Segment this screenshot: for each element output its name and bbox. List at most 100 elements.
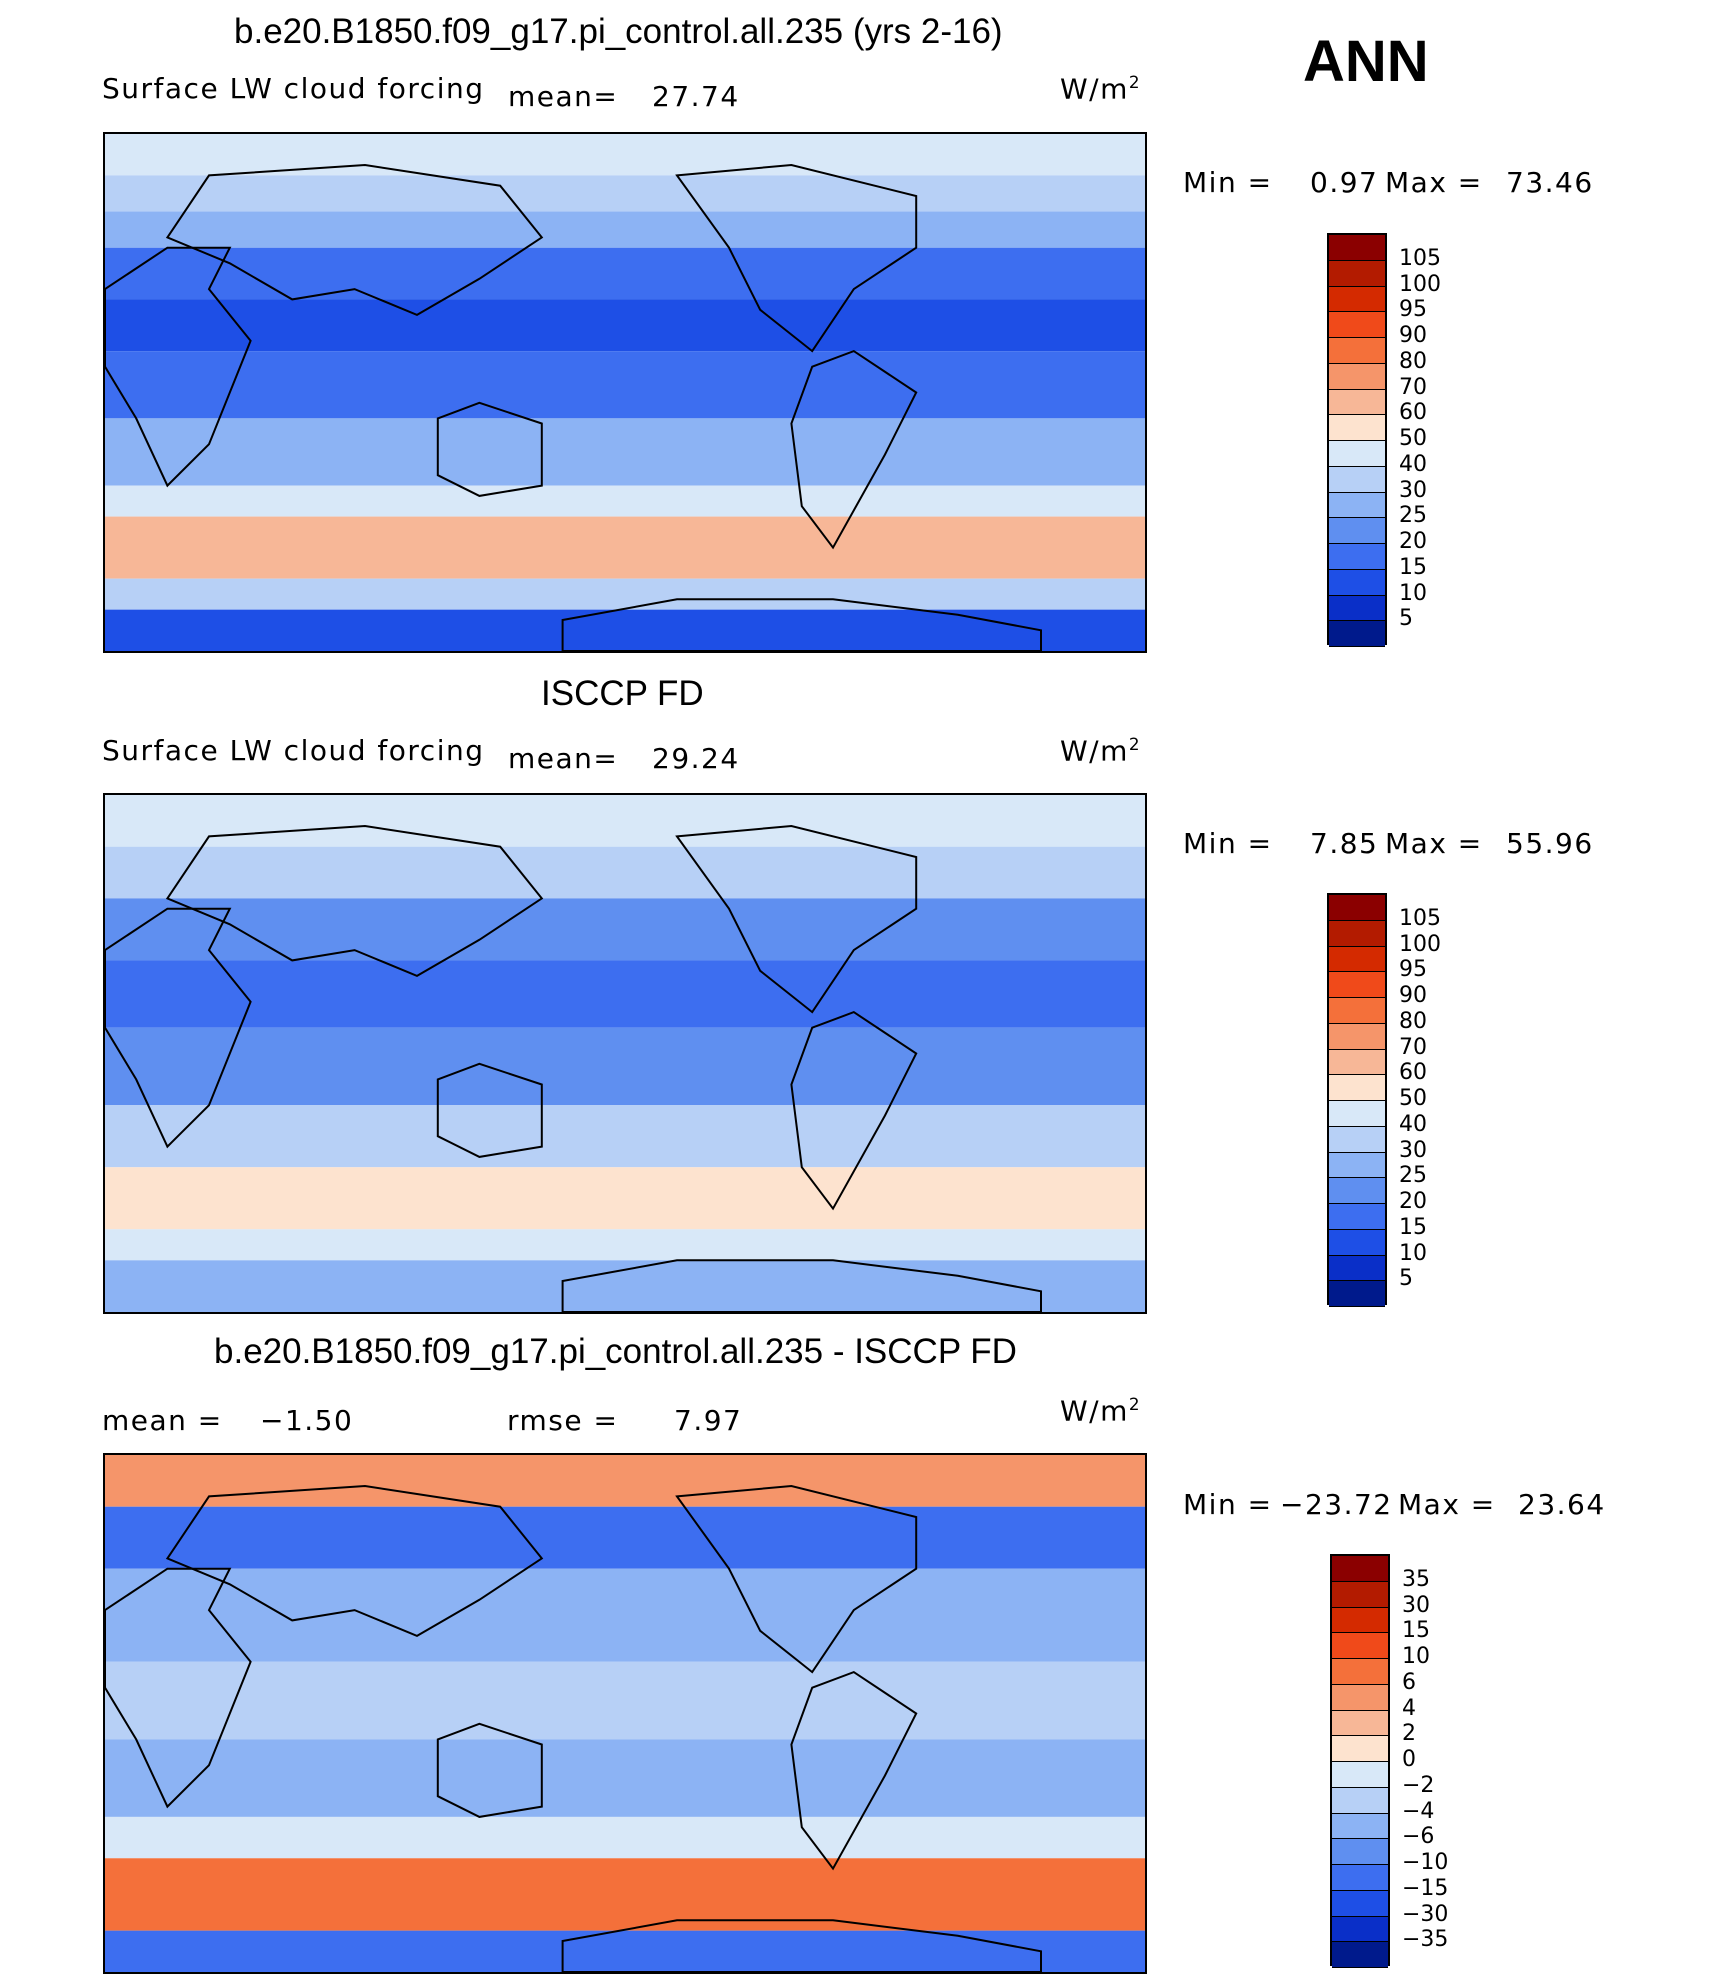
colorbar-tick-label: 35 xyxy=(1402,1566,1430,1592)
colorbar-tick-label: 80 xyxy=(1399,1008,1427,1034)
panel-2-units: W/m2 xyxy=(1060,734,1142,768)
panel-1-max-value: 73.46 xyxy=(1506,166,1594,199)
colorbar-tick-label: 100 xyxy=(1399,271,1441,297)
colorbar-tick-label: 70 xyxy=(1399,1034,1427,1060)
panel-2-max-label: Max = xyxy=(1385,827,1483,860)
panel-2-min-value: 7.85 xyxy=(1310,827,1379,860)
colorbar-tick-label: 10 xyxy=(1399,1240,1427,1266)
panel-2-variable-label: Surface LW cloud forcing xyxy=(102,734,485,767)
panel-3-rmse-label: rmse = xyxy=(507,1404,619,1437)
latitude-band xyxy=(105,795,1145,847)
coastline xyxy=(436,1062,543,1158)
colorbar-swatch xyxy=(1332,1890,1388,1917)
colorbar-swatch xyxy=(1332,1839,1388,1865)
panel-3-mean-label: mean = xyxy=(102,1404,223,1437)
panel-2-title: ISCCP FD xyxy=(541,674,704,713)
colorbar-swatch xyxy=(1329,389,1385,416)
colorbar-tick-label: −4 xyxy=(1402,1798,1435,1824)
colorbar-swatch xyxy=(1329,1049,1385,1076)
colorbar-swatch xyxy=(1329,595,1385,622)
panel-1-min-value: 0.97 xyxy=(1310,166,1379,199)
colorbar-swatch xyxy=(1329,895,1385,921)
latitude-band xyxy=(105,1858,1145,1931)
colorbar-tick-label: 25 xyxy=(1399,1163,1427,1189)
latitude-band xyxy=(105,211,1145,248)
colorbar-tick-label: 90 xyxy=(1399,323,1427,348)
colorbar-tick-label: 90 xyxy=(1399,983,1427,1008)
colorbar-tick-label: 20 xyxy=(1399,529,1427,554)
panel-2-colorbar xyxy=(1327,893,1387,1307)
coastline xyxy=(165,1484,544,1638)
coastline xyxy=(436,1722,543,1818)
colorbar-swatch xyxy=(1329,518,1385,544)
coastline xyxy=(675,163,918,353)
colorbar-swatch xyxy=(1329,1075,1385,1101)
coastline xyxy=(790,1670,918,1871)
colorbar-swatch xyxy=(1332,1942,1388,1968)
panel-2-map xyxy=(103,793,1147,1314)
panel-2-map-field xyxy=(105,795,1145,1312)
colorbar-tick-label: 0 xyxy=(1402,1747,1416,1772)
colorbar-swatch xyxy=(1329,544,1385,570)
colorbar-swatch xyxy=(1332,1736,1388,1762)
latitude-band xyxy=(105,247,1145,300)
colorbar-tick-label: −2 xyxy=(1402,1772,1435,1798)
panel-3-title: b.e20.B1850.f09_g17.pi_control.all.235 -… xyxy=(214,1332,1017,1371)
colorbar-swatch xyxy=(1332,1916,1388,1943)
colorbar-tick-label: 40 xyxy=(1399,451,1427,477)
coastline xyxy=(105,246,252,488)
coastline xyxy=(165,824,544,978)
panel-3-min-value: −23.72 xyxy=(1280,1488,1393,1521)
coastline xyxy=(561,598,1042,651)
colorbar-swatch xyxy=(1329,338,1385,364)
colorbar-tick-label: 20 xyxy=(1399,1189,1427,1214)
colorbar-tick-label: 100 xyxy=(1399,931,1441,957)
colorbar-swatch xyxy=(1329,1255,1385,1282)
panel-2-mean-value: 29.24 xyxy=(652,742,740,775)
colorbar-tick-label: −6 xyxy=(1402,1824,1435,1850)
coastline xyxy=(675,824,918,1014)
panel-1-units: W/m2 xyxy=(1060,72,1142,106)
panel-3-min-label: Min = xyxy=(1183,1488,1273,1521)
colorbar-tick-label: −35 xyxy=(1402,1927,1449,1953)
panel-2-max-value: 55.96 xyxy=(1506,827,1594,860)
panel-1-map-field xyxy=(105,134,1145,651)
colorbar-tick-label: 70 xyxy=(1399,374,1427,400)
colorbar-swatch xyxy=(1329,466,1385,493)
latitude-band xyxy=(105,1260,1145,1312)
colorbar-tick-label: 15 xyxy=(1402,1618,1430,1644)
colorbar-swatch xyxy=(1329,972,1385,998)
latitude-band xyxy=(105,1506,1145,1569)
coastline xyxy=(105,907,252,1149)
colorbar-swatch xyxy=(1329,441,1385,467)
colorbar-swatch xyxy=(1329,1204,1385,1230)
colorbar-swatch xyxy=(1329,621,1385,647)
colorbar-tick-label: 50 xyxy=(1399,1086,1427,1111)
colorbar-swatch xyxy=(1329,946,1385,973)
panel-3-colorbar xyxy=(1330,1554,1390,1968)
colorbar-tick-label: 6 xyxy=(1402,1669,1416,1695)
colorbar-tick-label: −15 xyxy=(1402,1875,1449,1901)
latitude-band xyxy=(105,134,1145,176)
panel-1-title: b.e20.B1850.f09_g17.pi_control.all.235 (… xyxy=(234,12,1003,51)
latitude-band xyxy=(105,175,1145,212)
colorbar-swatch xyxy=(1332,1813,1388,1840)
coastline xyxy=(105,1567,252,1809)
colorbar-tick-label: 60 xyxy=(1399,1060,1427,1086)
colorbar-swatch xyxy=(1332,1787,1388,1814)
colorbar-tick-label: 95 xyxy=(1399,957,1427,983)
colorbar-tick-label: 40 xyxy=(1399,1111,1427,1137)
panel-3-mean-value: −1.50 xyxy=(260,1404,354,1437)
colorbar-tick-label: 4 xyxy=(1402,1695,1416,1721)
colorbar-tick-label: 60 xyxy=(1399,400,1427,426)
colorbar-tick-label: 105 xyxy=(1399,905,1441,931)
colorbar-tick-label: 50 xyxy=(1399,426,1427,451)
coastline xyxy=(790,349,918,550)
colorbar-tick-label: −30 xyxy=(1402,1901,1449,1927)
colorbar-swatch xyxy=(1329,235,1385,261)
latitude-band xyxy=(105,1661,1145,1740)
colorbar-swatch xyxy=(1329,1178,1385,1204)
panel-3-rmse-value: 7.97 xyxy=(674,1404,743,1437)
colorbar-tick-label: −10 xyxy=(1402,1850,1449,1875)
colorbar-swatch xyxy=(1329,920,1385,947)
